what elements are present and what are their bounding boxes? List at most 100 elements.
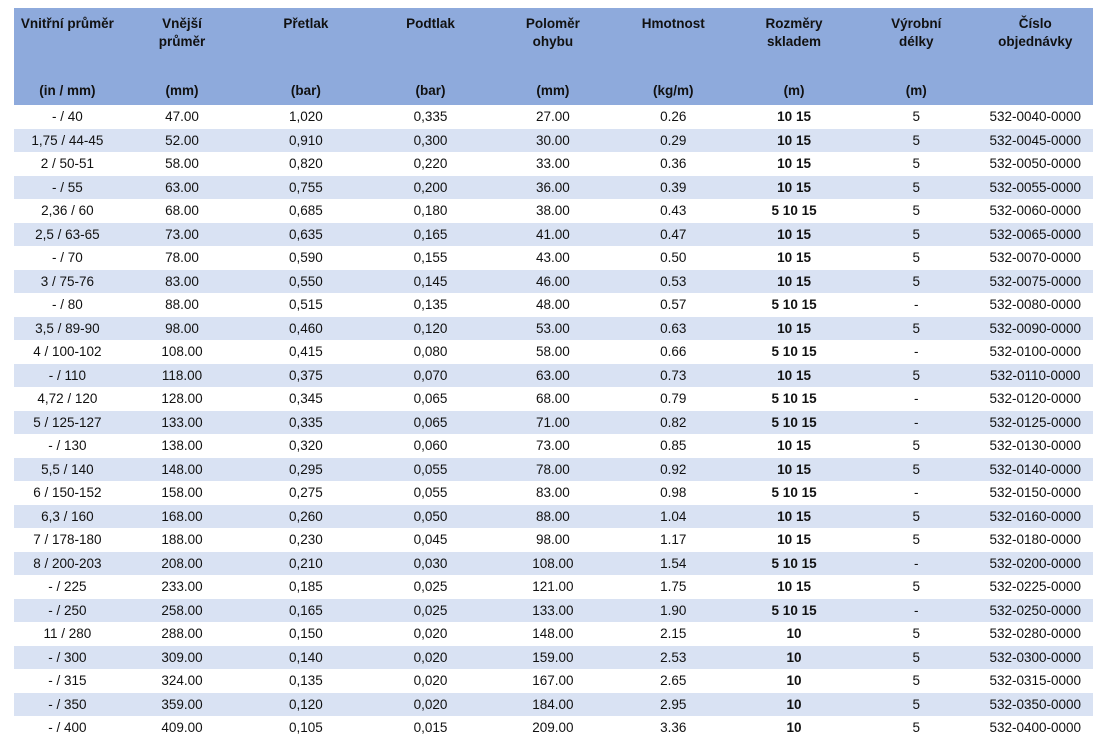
table-cell: 0,275 (288, 485, 323, 501)
table-cell: 359.00 (120, 692, 244, 716)
table-cell: 48.00 (536, 297, 570, 313)
table-cell: 5 (855, 128, 978, 152)
table-cell: - / 315 (48, 673, 87, 689)
table-cell: 0,300 (368, 128, 493, 152)
table-cell: 532-0090-0000 (977, 316, 1093, 340)
table-cell: 5 (855, 269, 978, 293)
table-cell: 532-0100-0000 (989, 344, 1082, 360)
table-cell: 0,460 (243, 316, 369, 340)
table-cell: 68.00 (536, 391, 570, 407)
table-cell: 532-0315-0000 (989, 673, 1082, 689)
table-cell: 532-0065-0000 (977, 222, 1093, 246)
table-cell: 5 (855, 316, 978, 340)
table-cell: 0,375 (243, 363, 369, 387)
table-row: 3,5 / 89-90 98.00 0,460 0,120 53.00 0.63 10 15… (14, 316, 1093, 340)
table-cell: 0,060 (413, 438, 448, 454)
table-cell: 5 (912, 109, 921, 125)
table-cell: 47.00 (165, 109, 199, 125)
table-cell: - / 80 (52, 297, 83, 313)
table-cell: 1.90 (613, 598, 734, 622)
table-cell: 5 (855, 692, 978, 716)
table-cell: 158.00 (161, 485, 203, 501)
table-cell: 10 (733, 692, 856, 716)
table-cell: 309.00 (120, 645, 244, 669)
table-cell: 0,515 (288, 297, 323, 313)
table-cell: 0,025 (413, 579, 448, 595)
table-cell: 5 (912, 203, 921, 219)
table-row: - / 225 233.00 0,185 0,025 121.00 1.75 10 15 5 5… (14, 575, 1093, 599)
table-cell: 532-0080-0000 (989, 297, 1082, 313)
table-cell: 43.00 (536, 250, 570, 266)
column-unit: (kg/m) (652, 83, 694, 99)
table-cell: 2,36 / 60 (41, 203, 94, 219)
table-cell: 38.00 (536, 203, 570, 219)
table-cell: 10 15 (733, 222, 856, 246)
table-cell: 5 (855, 222, 978, 246)
table-cell: 78.00 (492, 457, 614, 481)
table-cell: 148.00 (120, 457, 244, 481)
column-unit: (bar) (290, 83, 321, 99)
table-cell: 0.47 (613, 222, 734, 246)
table-cell: 11 / 280 (43, 626, 92, 642)
table-cell: 258.00 (120, 598, 244, 622)
table-row: 1,75 / 44-45 52.00 0,910 0,300 30.00 0.29 10 1… (14, 128, 1093, 152)
table-cell: 532-0075-0000 (977, 269, 1093, 293)
column-unit: (bar) (415, 83, 446, 99)
table-cell: 233.00 (161, 579, 203, 595)
table-cell: 0.43 (660, 203, 687, 219)
table-cell: 1.17 (660, 532, 687, 548)
table-cell: 0.85 (660, 438, 687, 454)
table-cell: 0,165 (243, 598, 369, 622)
column-header-underpressure: Podtlak (bar) (368, 8, 493, 105)
table-cell: 1.54 (613, 551, 734, 575)
table-row: 5 / 125-127 133.00 0,335 0,065 71.00 0.82 5 10… (14, 410, 1093, 434)
table-cell: 53.00 (492, 316, 614, 340)
table-cell: 63.00 (120, 175, 244, 199)
table-cell: 68.00 (165, 203, 199, 219)
table-cell: 33.00 (536, 156, 570, 172)
table-cell: 4,72 / 120 (37, 391, 98, 407)
table-cell: 10 15 (777, 156, 811, 172)
table-cell: 159.00 (492, 645, 614, 669)
table-cell: 0,055 (368, 457, 493, 481)
table-cell: 0,140 (243, 645, 369, 669)
table-cell: 5 (855, 504, 978, 528)
table-cell: 0,230 (288, 532, 323, 548)
table-row: - / 400 409.00 0,105 0,015 209.00 3.36 10 5 532-… (14, 716, 1093, 740)
table-cell: - (855, 598, 978, 622)
table-cell: 0,345 (288, 391, 323, 407)
table-cell: 0.26 (660, 109, 687, 125)
table-cell: 0,635 (243, 222, 369, 246)
table-cell: - / 40 (52, 109, 83, 125)
table-cell: 83.00 (536, 485, 570, 501)
table-cell: - (855, 410, 978, 434)
table-cell: 10 15 (733, 457, 856, 481)
table-cell: - / 110 (14, 363, 121, 387)
table-cell: - / 130 (48, 438, 87, 454)
table-cell: 1.04 (613, 504, 734, 528)
table-cell: 0,020 (413, 673, 448, 689)
table-cell: 0,820 (288, 156, 323, 172)
table-cell: 0,065 (368, 410, 493, 434)
table-cell: 532-0350-0000 (977, 692, 1093, 716)
table-cell: 184.00 (492, 692, 614, 716)
table-cell: 118.00 (120, 363, 244, 387)
table-cell: 0.98 (660, 485, 687, 501)
table-cell: 0.63 (613, 316, 734, 340)
table-cell: 10 15 (777, 109, 811, 125)
table-cell: 52.00 (120, 128, 244, 152)
table-row: - / 250 258.00 0,165 0,025 133.00 1.90 5 10 15… (14, 598, 1093, 622)
table-cell: 138.00 (161, 438, 203, 454)
column-header-bend-radius: Poloměr ohybu (mm) (492, 8, 614, 105)
table-cell: 532-0050-0000 (989, 156, 1082, 172)
table-cell: 0.66 (660, 344, 687, 360)
table-cell: 532-0160-0000 (977, 504, 1093, 528)
table-cell: 532-0125-0000 (977, 410, 1093, 434)
table-cell: 2,5 / 63-65 (14, 222, 121, 246)
column-label: Hmotnost (641, 16, 705, 31)
column-unit: (in / mm) (39, 83, 96, 99)
table-row: 6 / 150-152 158.00 0,275 0,055 83.00 0.98 5 10… (14, 481, 1093, 505)
table-cell: 532-0055-0000 (977, 175, 1093, 199)
table-cell: 5 (912, 626, 921, 642)
table-cell: 6 / 150-152 (33, 485, 102, 501)
